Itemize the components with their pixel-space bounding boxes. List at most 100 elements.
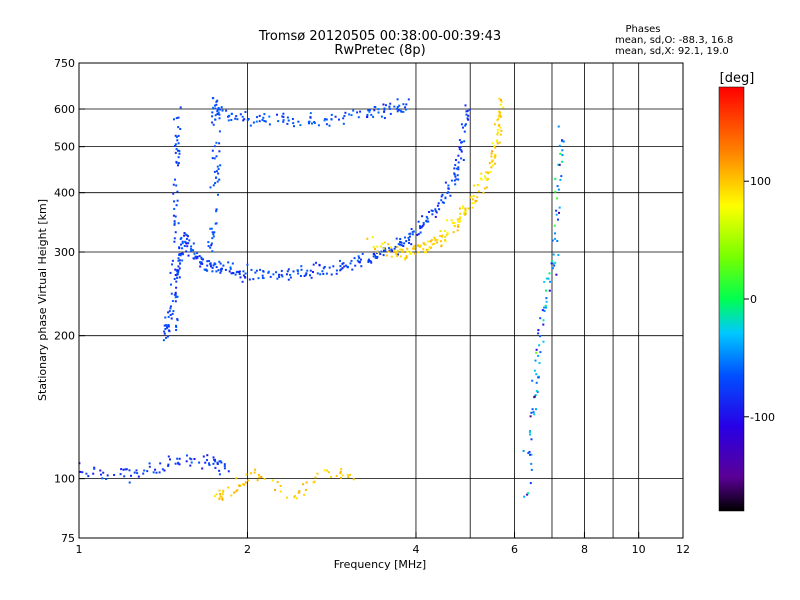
echo-point	[313, 480, 316, 483]
echo-point	[215, 266, 218, 269]
echo-point	[434, 215, 437, 218]
echo-point	[463, 212, 465, 215]
echo-point	[560, 175, 563, 178]
echo-point	[221, 497, 224, 500]
echo-point	[309, 274, 311, 277]
echo-point	[229, 267, 232, 270]
echo-point	[186, 454, 188, 457]
echo-point	[101, 477, 104, 480]
echo-point	[418, 246, 421, 248]
echo-point	[400, 244, 403, 247]
echo-point	[221, 496, 224, 499]
echo-point	[467, 207, 470, 210]
x-tick-label: 6	[511, 543, 518, 556]
echo-point	[193, 458, 196, 460]
echo-point	[429, 240, 432, 243]
echo-point	[99, 469, 102, 472]
echo-point	[530, 411, 533, 414]
echo-point	[175, 286, 178, 289]
echo-point	[303, 275, 306, 277]
echo-point	[202, 258, 204, 261]
echo-point	[235, 477, 238, 480]
echo-point	[535, 408, 537, 411]
echo-point	[296, 497, 298, 500]
echo-point	[367, 259, 370, 262]
echo-point	[163, 332, 166, 335]
echo-point	[372, 245, 375, 248]
echo-point	[281, 115, 284, 118]
echo-point	[389, 102, 392, 105]
echo-point	[199, 262, 202, 265]
echo-point	[297, 120, 300, 123]
echo-point	[312, 271, 314, 273]
echo-point	[430, 239, 433, 241]
echo-point	[470, 195, 473, 198]
echo-point	[177, 116, 180, 119]
echo-point	[457, 220, 460, 223]
echo-point	[358, 256, 361, 259]
echo-point	[339, 259, 341, 262]
echo-point	[194, 255, 197, 258]
echo-point	[350, 259, 353, 262]
echo-point	[185, 237, 188, 240]
echo-point	[219, 268, 222, 271]
echo-point	[211, 231, 214, 234]
echo-point	[410, 228, 413, 230]
echo-point	[203, 268, 206, 271]
echo-point	[292, 122, 295, 125]
echo-point	[368, 260, 371, 262]
echo-point	[214, 182, 217, 185]
echo-point	[172, 192, 175, 195]
echo-point	[356, 259, 359, 262]
echo-point	[280, 274, 283, 276]
echo-point	[254, 468, 257, 471]
echo-point	[538, 344, 541, 347]
echo-point	[92, 472, 95, 475]
echo-point	[388, 105, 391, 108]
echo-point	[454, 175, 457, 178]
echo-point	[202, 455, 205, 458]
echo-point	[446, 233, 449, 235]
echo-point	[190, 458, 193, 461]
echo-point	[214, 107, 217, 110]
echo-point	[412, 246, 415, 249]
echo-point	[179, 262, 181, 265]
echo-point	[238, 484, 241, 487]
echo-point	[287, 268, 290, 271]
echo-point	[535, 373, 538, 376]
chart-subtitle: RwPretec (8p)	[334, 43, 425, 58]
grid-lines	[79, 63, 683, 538]
echo-point	[215, 176, 217, 179]
echo-point	[550, 260, 553, 263]
echo-point	[464, 123, 467, 126]
echo-point	[383, 117, 386, 119]
echo-point	[530, 462, 533, 465]
echo-point	[430, 209, 433, 212]
echo-point	[211, 111, 214, 114]
echo-point	[258, 120, 261, 123]
echo-point	[305, 273, 307, 276]
echo-point	[366, 113, 369, 116]
echo-point	[408, 232, 411, 235]
echo-point	[360, 265, 363, 268]
echo-point	[175, 324, 177, 327]
echo-point	[390, 255, 393, 258]
echo-point	[220, 461, 223, 464]
echo-point	[298, 490, 301, 493]
echo-point	[169, 307, 172, 310]
echo-point	[282, 116, 285, 118]
echo-point	[190, 461, 193, 464]
echo-point	[215, 103, 218, 106]
echo-point	[469, 196, 472, 199]
echo-point	[498, 123, 501, 126]
echo-point	[440, 245, 443, 248]
echo-point	[440, 240, 442, 243]
echo-point	[280, 269, 283, 272]
echo-point	[214, 118, 217, 121]
echo-point	[168, 310, 171, 313]
echo-point	[394, 245, 397, 248]
echo-point	[218, 178, 221, 181]
echo-point	[173, 277, 176, 280]
echo-point	[542, 319, 545, 322]
echo-point	[236, 489, 239, 492]
